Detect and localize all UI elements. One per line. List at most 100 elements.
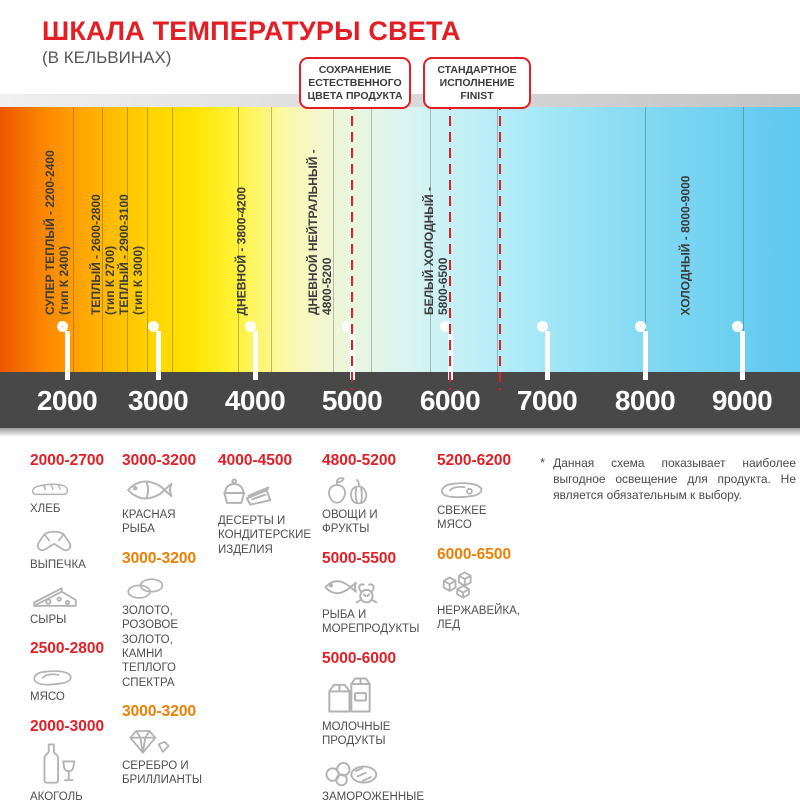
list-item: ВЫПЕЧКА [30,523,122,572]
pin-stem [252,331,258,380]
range-heading: 4000-4500 [218,452,293,469]
page-title: ШКАЛА ТЕМПЕРАТУРЫ СВЕТА [42,16,461,46]
range-block: 3000-3200 СЕРЕБРО И БРИЛЛИАНТЫ [122,703,218,788]
pin-circle-icon [536,321,548,332]
range-block: 4800-5200 ОВОЩИ И ФРУКТЫ [322,452,437,537]
axis-tick: 7000 [516,385,578,416]
pastry-icon [30,523,122,555]
item-label: АКОГОЛЬ [30,790,83,800]
list-item: ЗОЛОТО, РОЗОВОЕ ЗОЛОТО, КАМНИ ТЕПЛОГО СП… [122,573,218,690]
rings-icon [122,573,218,601]
callout-natural-color: СОХРАНЕНИЕ ЕСТЕСТВЕННОГО ЦВЕТА ПРОДУКТА [299,57,411,110]
item-label: СЕРЕБРО И БРИЛЛИАНТЫ [122,760,203,787]
list-item: СВЕЖЕЕ МЯСО [437,475,540,533]
range-heading: 2000-3000 [30,717,105,735]
axis-tick: 6000 [419,385,481,416]
range-heading: 2500-2800 [30,640,105,658]
scale-pin-2000 [56,321,78,380]
item-label: ОВОЩИ И ФРУКТЫ [322,509,378,536]
footnote: * Данная схема показывает наиболее выгод… [540,452,796,800]
zone-divider [102,107,103,372]
meat-icon [30,663,122,687]
pin-stem [642,331,648,380]
item-label: КРАСНАЯ РЫБА [122,509,176,536]
pin-stem [64,331,70,380]
pin-circle-icon [56,321,68,332]
list-item: КРАСНАЯ РЫБА [122,475,218,537]
zone-divider [333,107,334,372]
range-block: 2500-2800 МЯСО [30,640,122,704]
item-label: МОЛОЧНЫЕ ПРОДУКТЫ [322,720,391,747]
fish-icon [122,475,218,505]
range-heading: 6000-6500 [437,545,512,563]
pin-circle-icon [439,321,451,332]
zone-divider [371,107,372,372]
list-item: ХЛЕБ [30,475,122,516]
zone-divider [645,107,646,372]
callout-finist-standard: СТАНДАРТНОЕ ИСПОЛНЕНИЕ FINIST [423,57,531,110]
range-heading: 5200-6200 [437,452,512,469]
marker-line-finist-start [449,100,451,390]
list-item: ДЕСЕРТЫ И КОНДИТЕРСКИЕ ИЗДЕЛИЯ [218,475,322,557]
item-label: МЯСО [30,691,65,704]
axis-tick: 9000 [711,385,773,416]
pin-circle-icon [341,321,353,332]
axis-shadow [0,428,800,436]
recommendation-column-5: 5200-6200 СВЕЖЕЕ МЯСО 6000-6500 НЕРЖАВЕЙ… [437,452,540,800]
temperature-gradient-bar: СУПЕР ТЕПЛЫЙ - 2200-2400 (тип К 2400) ТЕ… [0,107,800,372]
marker-line-natural-color [351,100,353,390]
range-heading: 3000-3200 [122,703,197,720]
axis-tick: 3000 [127,385,189,416]
zone-label-super-warm: СУПЕР ТЕПЛЫЙ - 2200-2400 (тип К 2400) [43,150,71,315]
item-label: ЗОЛОТО, РОЗОВОЕ ЗОЛОТО, КАМНИ ТЕПЛОГО СП… [122,604,179,689]
pin-circle-icon [244,321,256,332]
list-item: ОВОЩИ И ФРУКТЫ [322,475,437,537]
range-heading: 2000-2700 [30,452,105,469]
item-label: НЕРЖАВЕЙКА, ЛЕД [437,604,520,632]
pin-stem [739,331,745,380]
alcohol-icon [30,741,122,787]
range-heading: 3000-3200 [122,549,197,567]
zone-divider [497,107,498,372]
list-item: СЕРЕБРО И БРИЛЛИАНТЫ [122,726,218,788]
axis-tick: 2000 [36,385,98,416]
item-label: ДЕСЕРТЫ И КОНДИТЕРСКИЕ ИЗДЕЛИЯ [218,515,312,556]
recommendation-column-4: 4800-5200 ОВОЩИ И ФРУКТЫ 5000-5500 РЫБА … [322,452,437,800]
recommendation-column-2: 3000-3200 КРАСНАЯ РЫБА 3000-3200 ЗОЛОТО,… [122,452,218,800]
pin-stem [155,331,161,380]
range-block: 2000-2700 ХЛЕБ ВЫПЕЧКА [30,452,122,627]
list-item: АКОГОЛЬ [30,741,122,800]
list-item: СЫРЫ [30,580,122,627]
zone-divider [743,107,744,372]
produce-icon [322,475,437,505]
list-item: МОЛОЧНЫЕ ПРОДУКТЫ [322,673,437,749]
item-label: ВЫПЕЧКА [30,559,86,572]
zone-divider [147,107,148,372]
list-item: МЯСО [30,663,122,704]
marker-line-finist-end [499,100,501,390]
footnote-asterisk: * [540,455,546,470]
recommendation-column-3: 4000-4500 ДЕСЕРТЫ И КОНДИТЕРСКИЕ ИЗДЕЛИЯ [218,452,322,800]
diamond-icon [122,726,218,756]
frozen-icon [322,755,437,787]
list-item: НЕРЖАВЕЙКА, ЛЕД [437,569,540,633]
range-heading: 5000-6000 [322,649,397,667]
scale-pin-4000 [244,321,266,380]
item-label: СВЕЖЕЕ МЯСО [437,505,487,532]
page-subtitle: (В КЕЛЬВИНАХ) [42,48,172,67]
zone-label-daylight: ДНЕВНОЙ - 3800-4200 [234,186,249,315]
pin-stem [544,331,550,380]
recommendation-column-1: 2000-2700 ХЛЕБ ВЫПЕЧКА [30,452,122,800]
range-heading: 5000-5500 [322,549,397,567]
zone-divider [127,107,128,372]
kelvin-axis: 2000 3000 4000 5000 6000 7000 8000 9000 [0,372,800,428]
recommendations-section: 2000-2700 ХЛЕБ ВЫПЕЧКА [30,452,796,800]
item-label: ХЛЕБ [30,503,61,515]
range-heading: 4800-5200 [322,452,397,469]
range-block: 3000-3200 КРАСНАЯ РЫБА [122,452,218,537]
item-label: СЫРЫ [30,613,67,626]
ice-icon [437,569,540,601]
range-block: 6000-6500 НЕРЖАВЕЙКА, ЛЕД [437,546,540,633]
footnote-text: Данная схема показывает наиболее выгодно… [553,456,796,503]
